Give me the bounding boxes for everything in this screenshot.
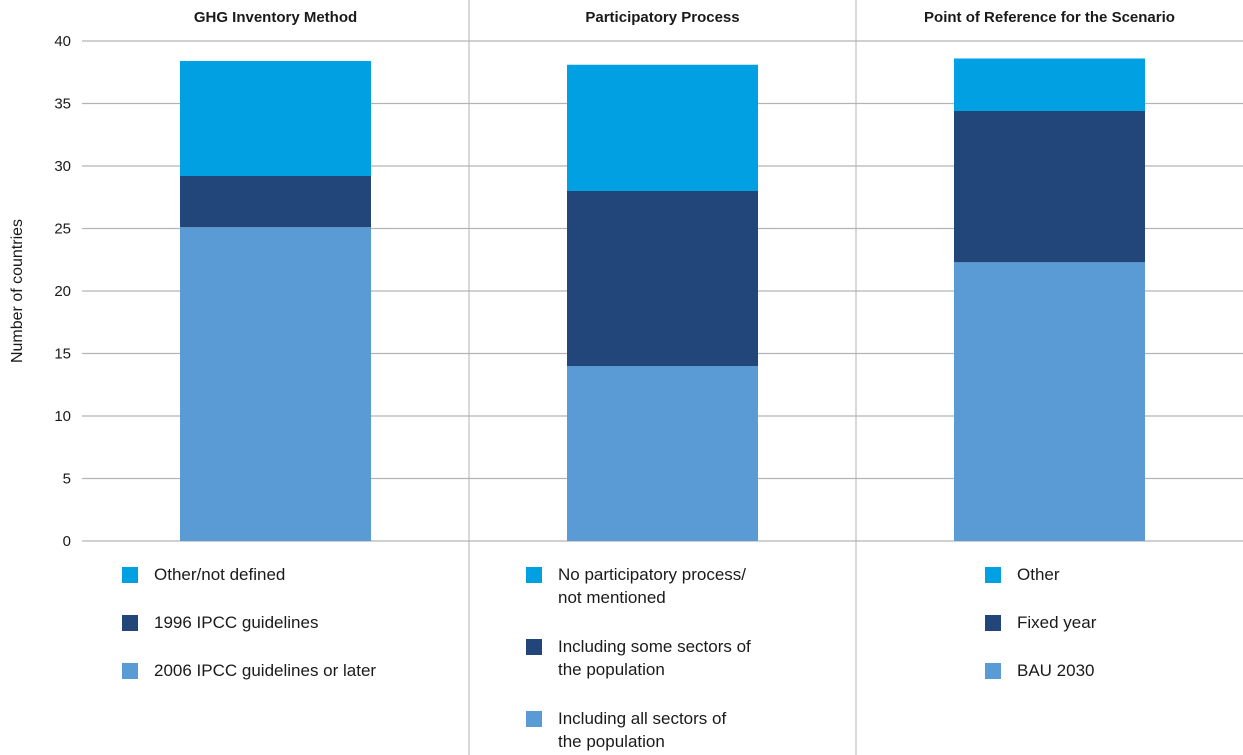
legend-label: Other bbox=[1017, 565, 1060, 584]
legend-item: BAU 2030 bbox=[985, 659, 1095, 682]
legend-swatch bbox=[526, 567, 542, 583]
legend-item: Fixed year bbox=[985, 611, 1096, 634]
panel-title: Participatory Process bbox=[585, 9, 739, 26]
legend-label: Fixed year bbox=[1017, 613, 1097, 632]
bar-segment bbox=[180, 176, 371, 228]
y-tick-label: 10 bbox=[54, 408, 71, 425]
legend-item: Other bbox=[985, 563, 1060, 586]
y-axis-label: Number of countries bbox=[9, 219, 26, 363]
bar-segment bbox=[954, 262, 1145, 541]
legend-swatch bbox=[526, 639, 542, 655]
y-tick-label: 40 bbox=[54, 33, 71, 50]
y-tick-label: 30 bbox=[54, 158, 71, 175]
bar-segment bbox=[954, 58, 1145, 111]
bar-segment bbox=[567, 191, 758, 366]
legend-swatch bbox=[985, 663, 1001, 679]
panel-title: Point of Reference for the Scenario bbox=[924, 9, 1175, 26]
legend-label: Other/not defined bbox=[154, 565, 286, 584]
legend-item: Including some sectors of the population bbox=[526, 635, 751, 681]
legend-swatch bbox=[122, 567, 138, 583]
legend-swatch bbox=[122, 663, 138, 679]
legend-label: No participatory process/ not mentioned bbox=[558, 565, 747, 607]
legend-label: BAU 2030 bbox=[1017, 661, 1095, 680]
bar-segment bbox=[954, 111, 1145, 263]
legend-item: 1996 IPCC guidelines bbox=[122, 611, 318, 634]
bar-segment bbox=[567, 64, 758, 191]
y-tick-label: 5 bbox=[63, 471, 71, 488]
bar-segment bbox=[567, 366, 758, 541]
y-tick-label: 25 bbox=[54, 221, 71, 238]
legend-swatch bbox=[526, 711, 542, 727]
legend-swatch bbox=[985, 615, 1001, 631]
legend-label: Including all sectors of the population bbox=[558, 709, 727, 751]
y-tick-label: 15 bbox=[54, 346, 71, 363]
legend-swatch bbox=[985, 567, 1001, 583]
bar-segment bbox=[180, 227, 371, 541]
legend-item: Including all sectors of the population bbox=[526, 707, 726, 753]
panel-title: GHG Inventory Method bbox=[194, 9, 357, 26]
bar-segment bbox=[180, 61, 371, 176]
y-tick-label: 20 bbox=[54, 283, 71, 300]
legend-label: 1996 IPCC guidelines bbox=[154, 613, 319, 632]
legend-swatch bbox=[122, 615, 138, 631]
legend-item: 2006 IPCC guidelines or later bbox=[122, 659, 376, 682]
legend-label: Including some sectors of the population bbox=[558, 637, 751, 679]
y-tick-label: 35 bbox=[54, 96, 71, 113]
legend-item: No participatory process/ not mentioned bbox=[526, 563, 746, 609]
legend-label: 2006 IPCC guidelines or later bbox=[154, 661, 377, 680]
y-tick-label: 0 bbox=[63, 533, 71, 550]
legend-item: Other/not defined bbox=[122, 563, 285, 586]
